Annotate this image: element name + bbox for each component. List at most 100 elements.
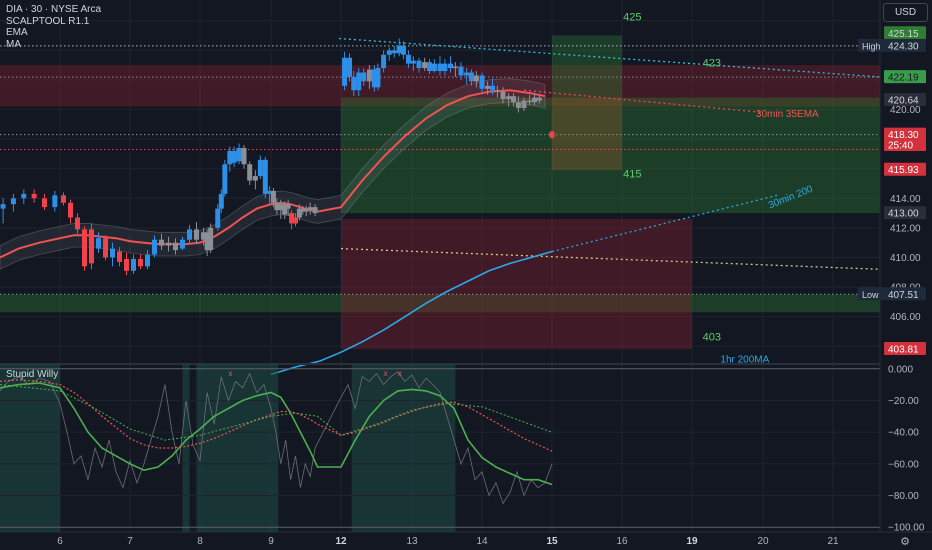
candle <box>0 204 6 209</box>
price-tag-label: 415.93 <box>888 165 919 176</box>
candle <box>208 227 214 251</box>
oscillator-y-tick: −60.00 <box>888 459 919 470</box>
price-axis: 420.00414.00412.00410.00408.00406.00425.… <box>858 0 932 550</box>
candle <box>257 159 263 177</box>
candle <box>458 66 464 76</box>
candle <box>75 217 80 230</box>
price-tag <box>884 38 926 52</box>
candle <box>103 238 108 258</box>
price-tag-label: 424.30 <box>888 41 919 52</box>
oscillator-line-0 <box>0 382 553 486</box>
y-tick-label: 414.00 <box>890 194 921 205</box>
trendline <box>551 194 778 253</box>
zone-red-box <box>341 218 692 350</box>
candle <box>10 198 16 205</box>
candle <box>536 97 542 101</box>
zone-green-box <box>341 97 880 214</box>
price-tag <box>884 206 926 220</box>
y-tick-label: 412.00 <box>890 223 921 234</box>
candle <box>89 229 94 264</box>
currency-button[interactable]: USD <box>883 3 928 22</box>
x-tick-label: 15 <box>546 536 558 547</box>
candle <box>173 242 178 251</box>
candle <box>247 164 253 181</box>
candle <box>204 232 210 251</box>
candle <box>307 207 313 211</box>
price-tag-side-label: Low <box>862 290 879 300</box>
y-tick-label: 410.00 <box>890 253 921 264</box>
candle <box>400 45 406 55</box>
oscillator-title[interactable]: Stupid Willy <box>6 369 59 380</box>
candle <box>222 164 228 194</box>
candle <box>215 208 221 228</box>
candle <box>138 258 143 267</box>
price-tag-side <box>858 38 884 52</box>
chart-annotation: 423 <box>703 58 721 70</box>
candle <box>469 72 474 82</box>
zones <box>0 35 880 350</box>
oscillator-line-1 <box>0 379 553 452</box>
candle <box>342 57 348 86</box>
x-tick-label: 6 <box>57 536 63 547</box>
oscillator-signal-mark: x <box>384 369 388 378</box>
candle <box>270 190 276 203</box>
candle <box>490 85 495 91</box>
chart-annotation: 425 <box>623 12 641 24</box>
price-tag <box>884 127 926 141</box>
candle <box>410 60 416 64</box>
price-tag <box>884 287 926 301</box>
oscillator-highlight <box>0 364 60 532</box>
candle <box>52 195 58 208</box>
oscillator-signal-mark: x <box>228 369 232 378</box>
indicator-ma[interactable]: MA <box>6 38 21 50</box>
candle <box>278 204 284 211</box>
oscillator-highlight <box>182 364 190 532</box>
candle <box>464 72 470 76</box>
chart-legend: DIA · 30 · NYSE Arca SCALPTOOL R1.1 EMA … <box>6 4 101 50</box>
candle <box>479 75 485 89</box>
x-tick-label: 20 <box>757 536 769 547</box>
candle <box>375 68 381 88</box>
price-tag <box>884 162 926 176</box>
candle <box>416 60 422 69</box>
settings-icon[interactable]: ⚙ <box>900 536 910 548</box>
candle <box>131 258 136 271</box>
candle <box>371 69 377 88</box>
candle <box>180 239 185 249</box>
candle <box>494 90 500 92</box>
candle <box>267 190 273 194</box>
candle <box>312 207 318 214</box>
price-tag-label: 25:40 <box>888 141 913 152</box>
candle <box>241 147 247 165</box>
candle <box>437 63 443 72</box>
candle <box>262 159 268 194</box>
indicator-scalptool[interactable]: SCALPTOOL R1.1 <box>6 15 90 27</box>
x-tick-label: 19 <box>686 536 698 547</box>
price-tag-label: 407.51 <box>888 290 919 301</box>
candle <box>351 76 357 91</box>
candle <box>381 54 387 69</box>
candle <box>117 251 122 262</box>
candle <box>252 176 258 181</box>
price-tag-label: 413.00 <box>888 209 919 220</box>
oscillator-y-tick: −20.00 <box>888 396 919 407</box>
candle <box>521 100 527 109</box>
candle <box>527 100 533 103</box>
chart-annotation: 403 <box>703 331 721 343</box>
candle <box>511 96 516 103</box>
symbol-title[interactable]: DIA · 30 · NYSE Arca <box>6 4 102 15</box>
candle <box>431 63 437 72</box>
ma200-line <box>270 250 553 376</box>
candle <box>61 195 66 203</box>
candle <box>422 62 428 69</box>
x-tick-label: 16 <box>616 536 628 547</box>
candle <box>201 232 207 240</box>
price-tag-label: 418.30 <box>888 130 919 141</box>
price-tag <box>884 342 926 356</box>
candle <box>391 50 397 54</box>
candle <box>485 85 491 89</box>
indicator-ema[interactable]: EMA <box>6 27 28 38</box>
oscillator-signal-mark: x <box>398 369 402 378</box>
